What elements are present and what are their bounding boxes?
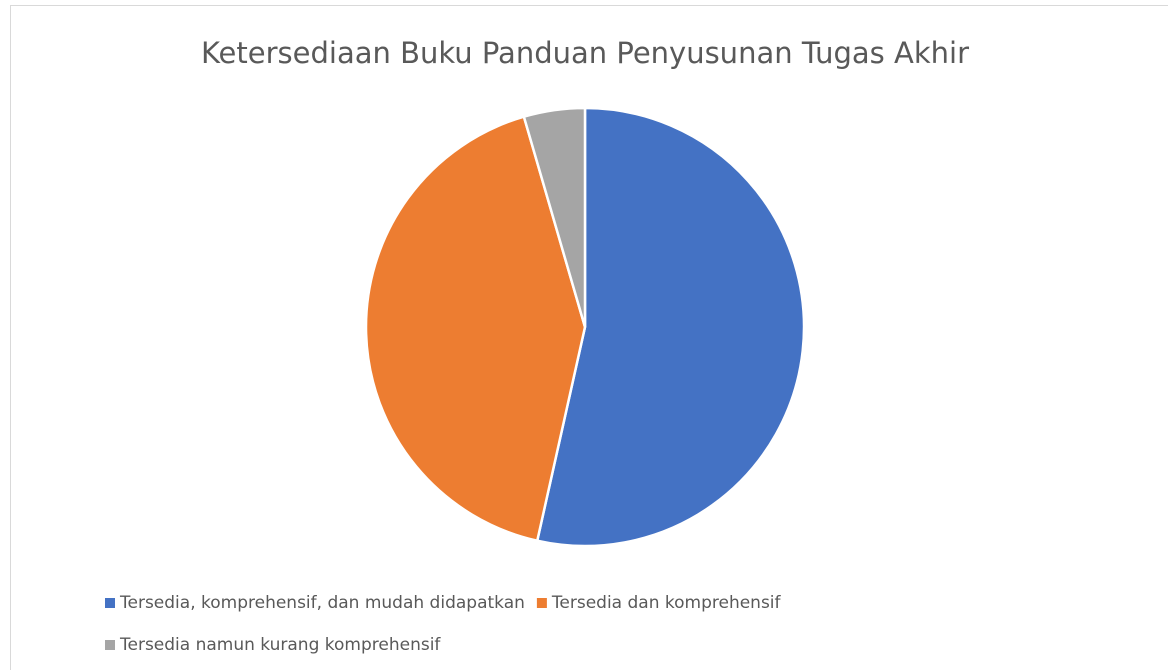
legend-swatch (105, 598, 115, 608)
legend-label: Tersedia, komprehensif, dan mudah didapa… (119, 593, 525, 613)
chart-title: Ketersediaan Buku Panduan Penyusunan Tug… (201, 36, 969, 70)
legend-swatch (536, 598, 547, 608)
legend-swatch (105, 640, 115, 650)
pie-slice (535, 106, 806, 548)
legend-label: Tersedia namun kurang komprehensif (119, 635, 441, 655)
pie-slice (522, 106, 587, 328)
pie-slice (364, 115, 587, 543)
legend-label: Tersedia dan komprehensif (551, 593, 782, 613)
